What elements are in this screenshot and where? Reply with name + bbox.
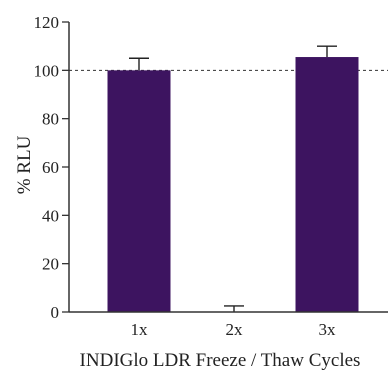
y-axis-title: % RLU [14,135,35,194]
y-tick-label-6: 120 [34,13,60,32]
bar-1x [107,70,171,312]
y-tick-label-2: 40 [42,206,59,225]
error-bar-2x [224,305,244,312]
y-tick-label-4: 80 [42,110,59,129]
bars [107,57,359,312]
x-tick-label-2x: 2x [226,320,244,339]
x-tick-label-1x: 1x [131,320,149,339]
error-bar-3x [317,45,337,58]
y-tick-label-5: 100 [34,61,60,80]
y-tick-label-1: 20 [42,255,59,274]
error-bars [129,45,337,312]
error-bar-1x [129,57,149,71]
x-axis-tick-labels: 1x 2x 3x [131,320,337,339]
bar-3x [295,57,359,312]
y-tick-label-3: 60 [42,158,59,177]
y-tick-label-0: 0 [51,303,60,322]
y-axis-ticks: 0 20 40 60 80 100 120 [34,13,69,322]
x-tick-label-3x: 3x [319,320,337,339]
x-axis-title: INDIGlo LDR Freeze / Thaw Cycles [80,350,361,371]
axes [68,22,388,313]
